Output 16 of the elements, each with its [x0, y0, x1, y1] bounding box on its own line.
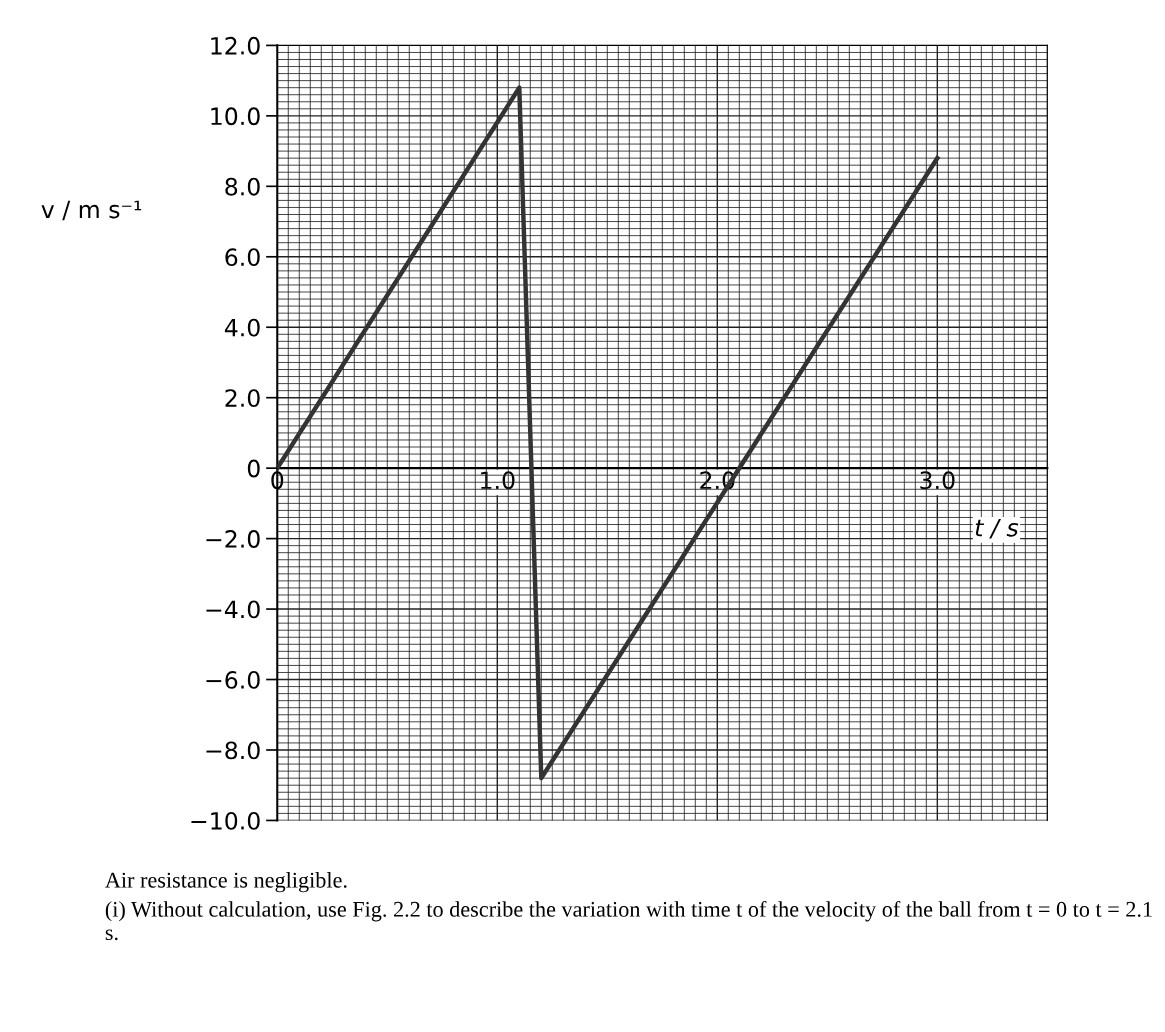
y-tick-label: 2.0: [225, 389, 260, 407]
y-tick-label: 6.0: [225, 248, 260, 267]
y-tick-label: −2.0: [206, 530, 260, 548]
y-tick-label: −6.0: [206, 670, 260, 689]
y-tick-label: 10.0: [211, 107, 260, 126]
y-tick-label: −10.0: [191, 811, 260, 830]
y-tick-label: 8.0: [225, 177, 260, 196]
text: Air resistance is negligible.: [105, 872, 347, 893]
text: (i) Without calculation, use Fig. 2.2 to describe the variation with time t of the velocity of the ball from t = 0 to t = 2.1 s.: [105, 900, 1152, 941]
y-axis-title: v / m s⁻¹: [41, 200, 142, 221]
y-tick-label: 4.0: [224, 318, 260, 337]
y-tick-label: 12.0: [211, 36, 260, 55]
y-tick-label: −8.0: [206, 741, 260, 760]
y-tick-label: 0: [247, 459, 260, 478]
y-tick-label: −4.0: [206, 600, 260, 619]
x-axis-title: t / s: [975, 519, 1019, 539]
